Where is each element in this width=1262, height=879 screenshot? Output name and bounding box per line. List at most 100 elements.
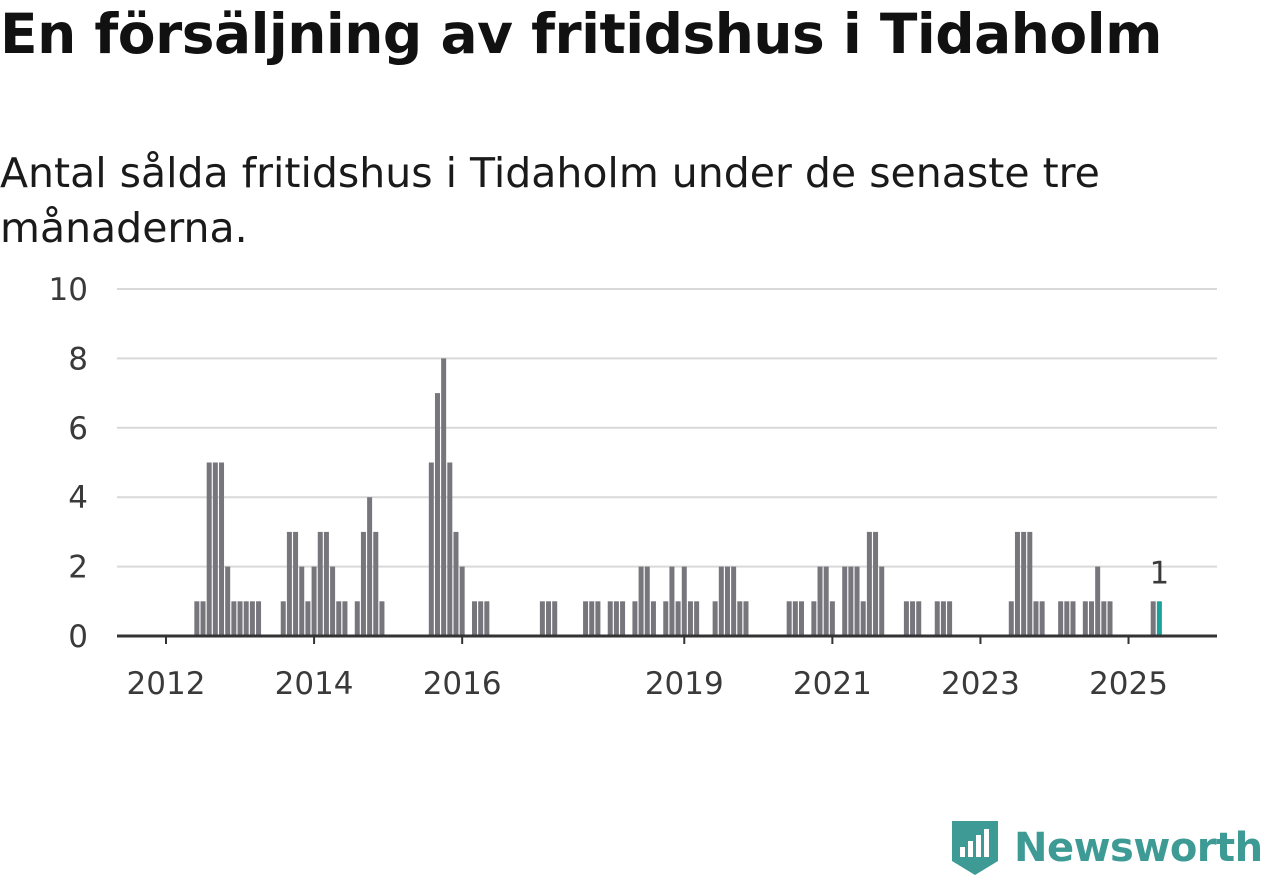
- bar: [910, 601, 916, 636]
- bar: [478, 601, 484, 636]
- bar: [620, 601, 626, 636]
- bar: [934, 601, 940, 636]
- bar: [453, 531, 459, 636]
- gridlines: [117, 288, 1217, 568]
- bar: [1070, 601, 1076, 636]
- bar: [1082, 601, 1088, 636]
- brand-name: Newsworthy: [1014, 825, 1262, 871]
- bar: [842, 566, 848, 636]
- y-tick-label: 0: [68, 619, 88, 655]
- y-tick-label: 10: [49, 272, 88, 308]
- bar: [854, 566, 860, 636]
- bar: [1064, 601, 1070, 636]
- bar: [1008, 601, 1014, 636]
- bar: [607, 601, 613, 636]
- bar: [280, 601, 286, 636]
- bar: [675, 601, 681, 636]
- bar: [305, 601, 311, 636]
- bar: [860, 601, 866, 636]
- y-tick-label: 4: [68, 480, 88, 516]
- x-tick-label: 2019: [645, 666, 724, 702]
- bar: [206, 462, 212, 636]
- bar: [539, 601, 545, 636]
- bar: [1039, 601, 1045, 636]
- bar: [1101, 601, 1107, 636]
- chart-subtitle: Antal sålda fritidshus i Tidaholm under …: [0, 149, 1100, 252]
- bar: [823, 566, 829, 636]
- bars: [194, 358, 1162, 636]
- bar: [212, 462, 218, 636]
- bar: [459, 566, 465, 636]
- x-tick-label: 2014: [275, 666, 354, 702]
- bar: [330, 566, 336, 636]
- bar: [293, 531, 299, 636]
- bar: [552, 601, 558, 636]
- bar: [360, 531, 366, 636]
- bar: [354, 601, 360, 636]
- bar: [472, 601, 477, 636]
- bar: [237, 601, 243, 636]
- bar: [249, 601, 255, 636]
- x-tick-label: 2016: [423, 666, 502, 702]
- bar: [829, 601, 835, 636]
- bar: [243, 601, 249, 636]
- bar: [299, 566, 305, 636]
- bar: [323, 531, 329, 636]
- bar: [687, 601, 693, 636]
- highlighted-bar: [1156, 601, 1162, 636]
- bar: [724, 566, 730, 636]
- bar: [817, 566, 823, 636]
- bar: [231, 601, 237, 636]
- bar: [484, 601, 490, 636]
- bar: [286, 531, 292, 636]
- bar: [903, 601, 909, 636]
- bar: [940, 601, 946, 636]
- bar: [879, 566, 885, 636]
- bar: [663, 601, 669, 636]
- bar: [650, 601, 656, 636]
- x-tick-label: 2021: [793, 666, 872, 702]
- labels: 0 2 4 6 8 10 2012 2014 2016 2019 2021 2023 2025 1: [49, 272, 1170, 702]
- bar: [694, 601, 700, 636]
- x-tick-label: 2025: [1089, 666, 1168, 702]
- y-tick-label: 8: [68, 341, 88, 377]
- bar: [718, 566, 724, 636]
- bar: [379, 601, 385, 636]
- bar: [632, 601, 638, 636]
- bar: [916, 601, 922, 636]
- bar: [1058, 601, 1064, 636]
- bar: [589, 601, 595, 636]
- bar: [1107, 601, 1113, 636]
- bar: [743, 601, 749, 636]
- bar: [786, 601, 792, 636]
- bar: [256, 601, 262, 636]
- bar: [613, 601, 619, 636]
- y-tick-label: 2: [68, 550, 88, 586]
- x-tick-label: 2012: [127, 666, 206, 702]
- bar: [225, 566, 231, 636]
- bar: [669, 566, 675, 636]
- bar: [866, 531, 872, 636]
- bar: [799, 601, 805, 636]
- bar: [1150, 601, 1156, 636]
- bar: [434, 393, 440, 636]
- x-axis: [117, 634, 1217, 644]
- bar: [441, 358, 447, 636]
- bar: [848, 566, 854, 636]
- bar: [336, 601, 342, 636]
- bar: [737, 601, 743, 636]
- bar: [447, 462, 453, 636]
- bar: [373, 531, 379, 636]
- y-tick-label: 6: [68, 411, 88, 447]
- bar: [219, 462, 225, 636]
- bar: [583, 601, 589, 636]
- bar: [595, 601, 601, 636]
- bar: [546, 601, 552, 636]
- bar: [1095, 566, 1101, 636]
- bar: [200, 601, 206, 636]
- bar: [638, 566, 644, 636]
- bar: [194, 601, 200, 636]
- bar: [342, 601, 348, 636]
- bar: [311, 566, 317, 636]
- bar: [367, 497, 373, 636]
